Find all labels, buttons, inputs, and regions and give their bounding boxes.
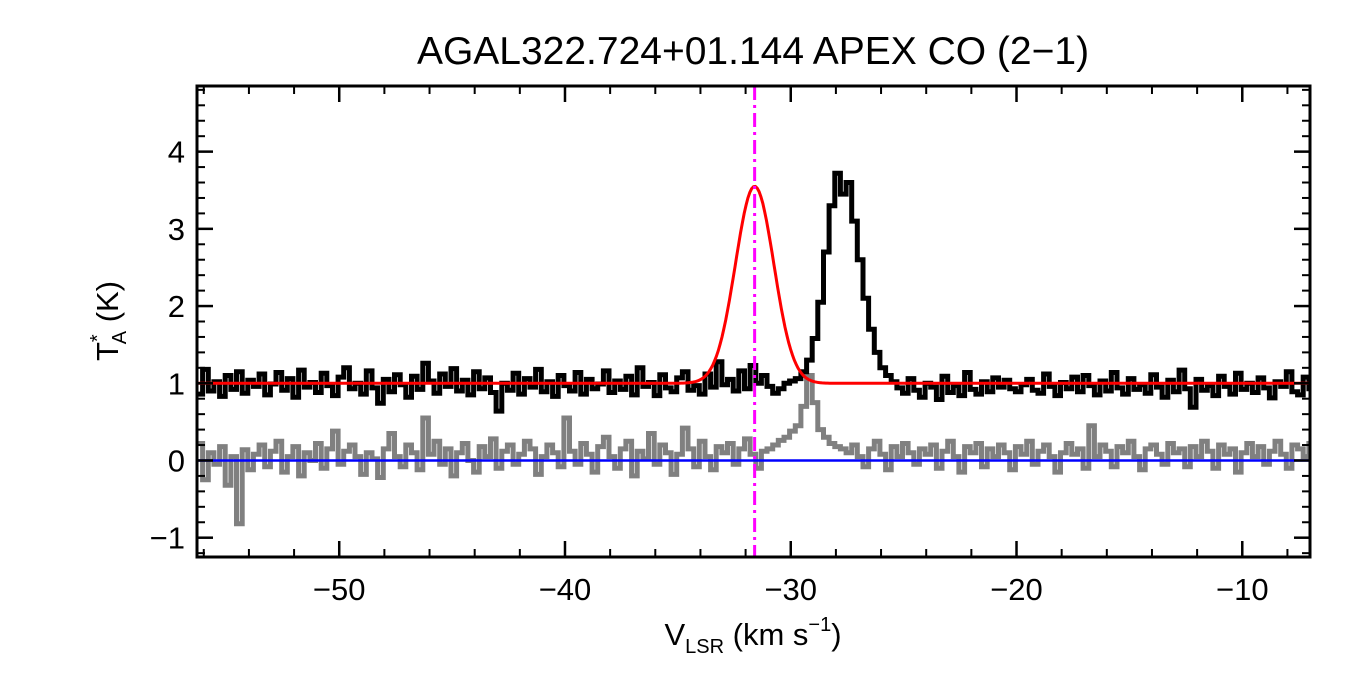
y-label-sup: *	[87, 334, 109, 342]
y-tick-label: 4	[168, 135, 185, 170]
x-label-main: V	[664, 617, 685, 652]
x-tick-label: −30	[764, 572, 817, 607]
y-tick-label: 3	[168, 212, 185, 247]
chart-title: AGAL322.724+01.144 APEX CO (2−1)	[417, 30, 1089, 73]
x-label-sub: LSR	[685, 636, 724, 658]
y-tick-label: −1	[150, 521, 185, 556]
y-axis-label: T*A (K)	[87, 281, 131, 361]
ta-spectrum-trace	[197, 170, 1310, 414]
x-label-close: )	[831, 617, 841, 652]
y-label-rest: (K)	[90, 281, 125, 331]
y-tick-label: 2	[168, 289, 185, 324]
x-tick-label: −40	[539, 572, 592, 607]
x-tick-label: −10	[1216, 572, 1269, 607]
plot-data-layer	[197, 86, 1310, 557]
residual-trace	[197, 373, 1310, 527]
x-label-rest: (km s	[724, 617, 808, 652]
y-tick-label: 0	[168, 443, 185, 478]
x-tick-label: −50	[313, 572, 366, 607]
y-label-main: T	[90, 342, 125, 361]
y-label-sub: A	[109, 330, 131, 344]
x-label-sup: −1	[808, 614, 831, 636]
x-axis-label: VLSR (km s−1)	[664, 614, 841, 658]
x-tick-label: −20	[990, 572, 1043, 607]
y-tick-label: 1	[168, 366, 185, 401]
